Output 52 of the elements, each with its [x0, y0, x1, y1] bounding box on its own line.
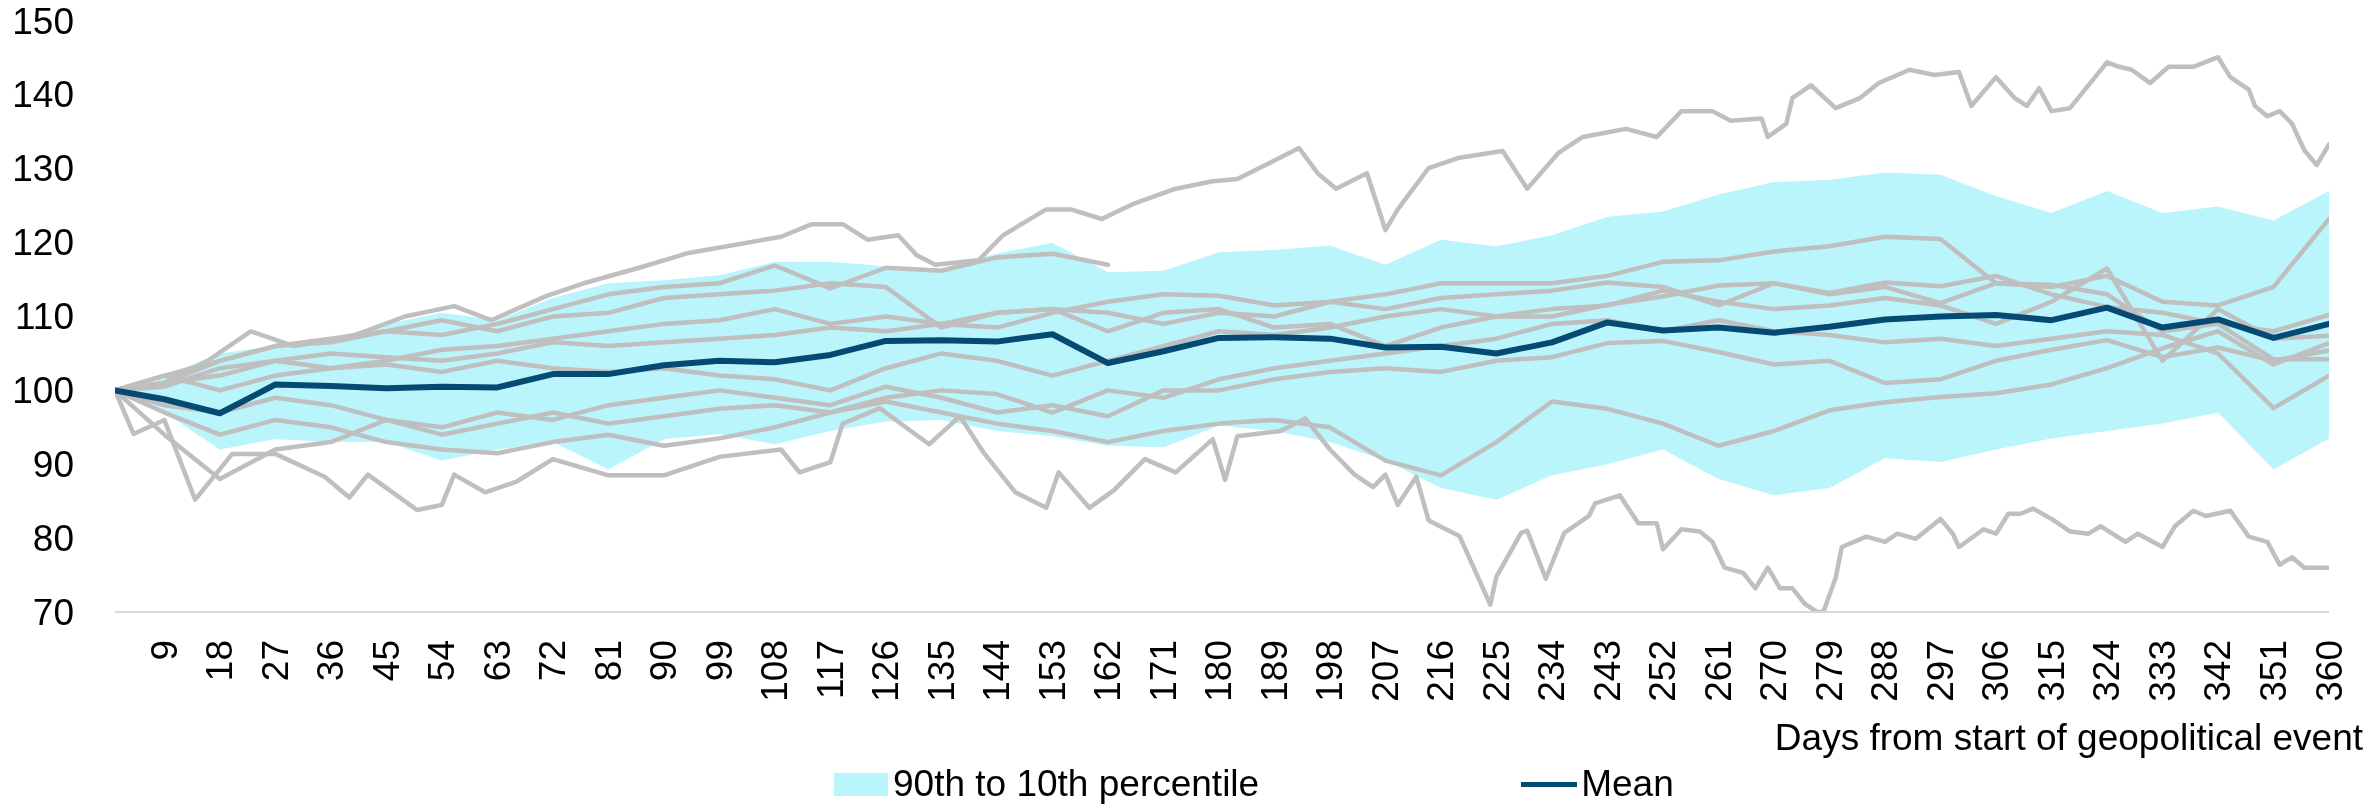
- x-tick-label: 81: [587, 640, 629, 682]
- x-tick-label: 324: [2086, 640, 2128, 702]
- legend-label: 90th to 10th percentile: [893, 763, 1260, 805]
- y-tick-label: 90: [32, 443, 74, 485]
- x-tick-label: 261: [1697, 640, 1739, 702]
- x-tick-label: 54: [421, 640, 463, 682]
- x-tick-label: 117: [809, 640, 851, 699]
- x-tick-label: 252: [1642, 640, 1684, 702]
- x-tick-label: 279: [1808, 640, 1850, 702]
- x-tick-label: 162: [1087, 640, 1129, 702]
- x-tick-label: 207: [1364, 640, 1406, 702]
- y-tick-label: 140: [12, 74, 74, 116]
- x-tick-label: 108: [754, 640, 796, 702]
- y-tick-label: 70: [32, 591, 74, 633]
- x-tick-label: 216: [1420, 640, 1462, 702]
- x-tick-label: 27: [254, 640, 296, 682]
- x-tick-label: 306: [1975, 640, 2017, 702]
- x-tick-label: 90: [643, 640, 685, 682]
- y-tick-label: 100: [12, 369, 74, 411]
- y-tick-label: 120: [12, 222, 74, 264]
- x-tick-label: 342: [2197, 640, 2239, 702]
- x-tick-label: 126: [865, 640, 907, 702]
- x-tick-label: 360: [2308, 640, 2350, 702]
- y-tick-label: 110: [15, 296, 74, 337]
- x-tick-label: 135: [920, 640, 962, 702]
- x-tick-label: 225: [1475, 640, 1517, 702]
- x-tick-label: 99: [698, 640, 740, 682]
- x-tick-label: 351: [2253, 640, 2294, 702]
- x-tick-label: 144: [976, 640, 1018, 702]
- x-tick-label: 72: [532, 640, 574, 682]
- x-tick-label: 171: [1142, 640, 1184, 702]
- x-tick-label: 18: [199, 640, 241, 682]
- x-tick-label: 180: [1198, 640, 1240, 702]
- legend-label: Mean: [1581, 763, 1674, 805]
- x-tick-label: 234: [1531, 640, 1573, 702]
- y-tick-label: 130: [12, 148, 74, 190]
- x-tick-label: 63: [476, 640, 518, 682]
- x-tick-label: 315: [2030, 640, 2072, 702]
- y-tick-label: 80: [32, 517, 74, 559]
- x-tick-label: 333: [2141, 640, 2183, 702]
- x-tick-label: 243: [1586, 640, 1628, 702]
- x-tick-label: 36: [310, 640, 352, 682]
- x-tick-label: 288: [1864, 640, 1906, 702]
- x-tick-label: 189: [1253, 640, 1295, 702]
- x-tick-label: 9: [143, 640, 185, 661]
- x-axis-title: Days from start of geopolitical event: [1774, 716, 2363, 760]
- x-tick-label: 270: [1753, 640, 1795, 702]
- x-tick-label: 297: [1919, 640, 1961, 702]
- x-tick-label: 45: [365, 640, 407, 682]
- x-tick-label: 198: [1309, 640, 1351, 702]
- y-tick-label: 150: [12, 0, 74, 42]
- x-tick-label: 153: [1031, 640, 1073, 702]
